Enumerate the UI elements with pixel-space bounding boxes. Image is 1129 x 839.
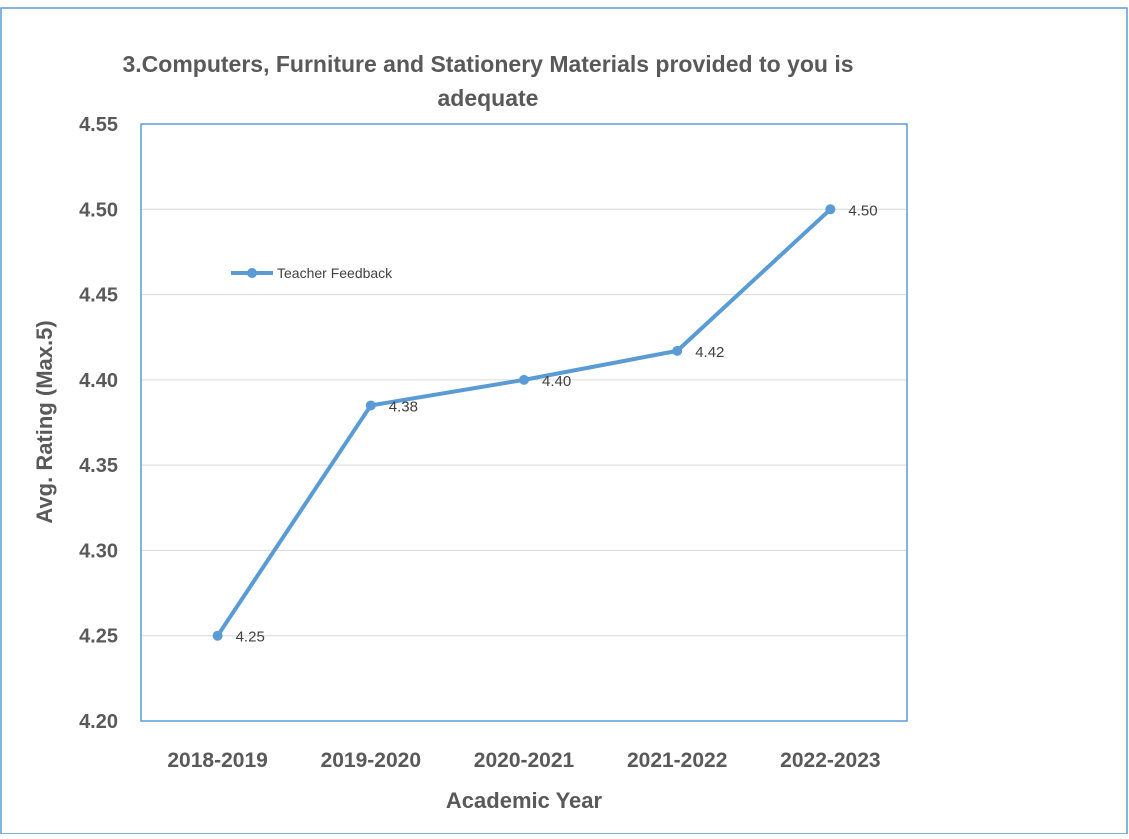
x-tick-label: 2022-2023 — [780, 749, 880, 772]
legend-marker — [247, 268, 257, 278]
y-tick-label: 4.40 — [79, 370, 118, 392]
data-label: 4.25 — [236, 629, 265, 646]
data-point — [212, 630, 223, 641]
series-teacher-feedback: 4.25 4.38 4.40 4.42 4.50 — [212, 202, 878, 646]
data-point — [825, 204, 836, 215]
y-tick-label: 4.45 — [79, 285, 118, 307]
y-tick-label: 4.25 — [79, 626, 118, 648]
x-tick-label: 2019-2020 — [321, 749, 421, 772]
data-label: 4.50 — [848, 202, 877, 219]
x-tick-label: 2020-2021 — [474, 749, 575, 772]
x-tick-label: 2021-2022 — [627, 749, 727, 772]
y-tick-label: 4.35 — [79, 455, 118, 477]
data-label: 4.40 — [542, 373, 571, 390]
chart-title-line-1: 3.Computers, Furniture and Stationery Ma… — [122, 51, 853, 77]
data-point — [672, 345, 683, 356]
chart-title-line-2: adequate — [438, 85, 539, 111]
plot-area-border — [140, 123, 908, 722]
data-label: 4.38 — [389, 398, 418, 415]
y-tick-labels: 4.20 4.25 4.30 4.35 4.40 4.45 4.50 4.55 — [79, 114, 118, 733]
y-tick-label: 4.50 — [79, 199, 118, 221]
chart-border — [0, 7, 1128, 835]
y-tick-label: 4.20 — [79, 711, 118, 733]
x-tick-label: 2018-2019 — [167, 749, 267, 772]
y-tick-label: 4.30 — [79, 540, 118, 562]
y-tick-label: 4.55 — [79, 114, 118, 136]
legend: Teacher Feedback — [231, 265, 393, 281]
x-axis-title: Academic Year — [446, 788, 603, 813]
y-axis-title: Avg. Rating (Max.5) — [32, 320, 57, 523]
data-point — [519, 374, 529, 385]
data-label: 4.42 — [695, 344, 724, 361]
legend-label: Teacher Feedback — [277, 265, 393, 281]
data-point — [365, 400, 376, 411]
x-tick-labels: 2018-2019 2019-2020 2020-2021 2021-2022 2022… — [167, 749, 880, 772]
